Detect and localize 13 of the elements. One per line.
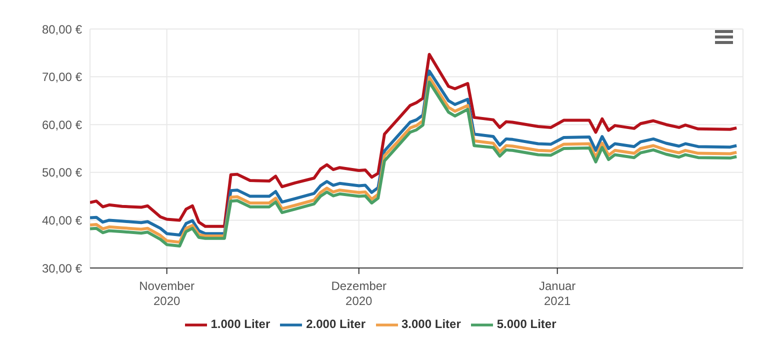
legend-label: 2.000 Liter bbox=[306, 317, 366, 332]
y-tick-label: 70,00 € bbox=[42, 70, 82, 84]
legend-label: 3.000 Liter bbox=[402, 317, 461, 332]
x-tick-label: November 2020 bbox=[139, 279, 195, 308]
y-tick-label: 80,00 € bbox=[42, 22, 82, 36]
legend-label: 1.000 Liter bbox=[210, 317, 270, 332]
y-tick-label: 40,00 € bbox=[42, 213, 82, 228]
x-tick-label: Dezember 2020 bbox=[331, 279, 387, 308]
y-tick-label: 30,00 € bbox=[42, 261, 82, 276]
y-tick-label: 60,00 € bbox=[42, 118, 82, 132]
legend-label: 5.000 Liter bbox=[496, 317, 556, 332]
y-tick-label: 50,00 € bbox=[42, 166, 82, 180]
x-tick-label: Januar 2021 bbox=[538, 279, 576, 308]
